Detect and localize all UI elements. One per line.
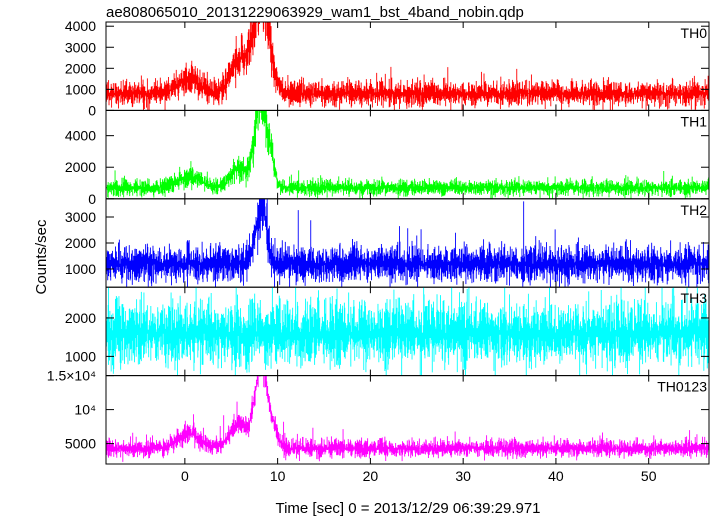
y-tick-label-th2: 3000 [65,209,96,225]
y-tick-label-th3: 1000 [65,348,96,364]
y-tick-label-th1: 2000 [65,159,96,175]
y-tick-label-th2: 2000 [65,235,96,251]
panel-label-th1: TH1 [681,113,708,129]
series-th1 [106,110,709,199]
y-tick-label-th0: 3000 [65,39,96,55]
x-tick-label: 40 [548,468,564,484]
panel-label-th0123: TH0123 [657,379,707,395]
x-tick-label: 10 [270,468,286,484]
panel-label-th3: TH3 [681,290,708,306]
y-tick-label-th0: 2000 [65,60,96,76]
panel-th1: 0 2000 4000 TH1 [65,109,710,207]
y-tick-label-th0: 4000 [65,18,96,34]
y-axis-label: Counts/sec [33,219,50,295]
y-tick-label-th1: 0 [88,191,96,207]
series-th0 [106,22,709,111]
y-tick-label-th0123: 5000 [65,436,96,452]
panel-label-th2: TH2 [681,202,708,218]
series-th0123 [106,375,709,462]
panel-th2: 1000 2000 3000 TH2 [65,198,710,288]
panel-th0: 0 1000 2000 3000 4000 TH0 [65,18,710,118]
series-th2 [106,198,709,288]
x-tick-label: 0 [181,468,189,484]
y-tick-label-th1: 4000 [65,128,96,144]
y-tick-label-th0123: 10⁴ [74,402,96,418]
x-axis-label: Time [sec] 0 = 2013/12/29 06:39:29.971 [275,500,540,516]
y-tick-label-th0123: 1.5×10⁴ [47,368,96,384]
x-tick-label: 50 [641,468,657,484]
panel-frame-th0123 [105,375,710,465]
panel-th0123: 5000 10⁴ 1.5×10⁴ TH0123 [47,368,710,465]
panel-label-th0: TH0 [681,25,708,41]
y-tick-label-th2: 1000 [65,261,96,277]
x-tick-label: 30 [455,468,471,484]
x-tick-label: 20 [363,468,379,484]
chart-title: ae808065010_20131229063929_wam1_bst_4ban… [106,4,524,21]
series-th3 [106,287,709,376]
y-tick-label-th0: 0 [88,102,96,118]
y-tick-label-th0: 1000 [65,81,96,97]
y-tick-label-th3: 2000 [65,310,96,326]
